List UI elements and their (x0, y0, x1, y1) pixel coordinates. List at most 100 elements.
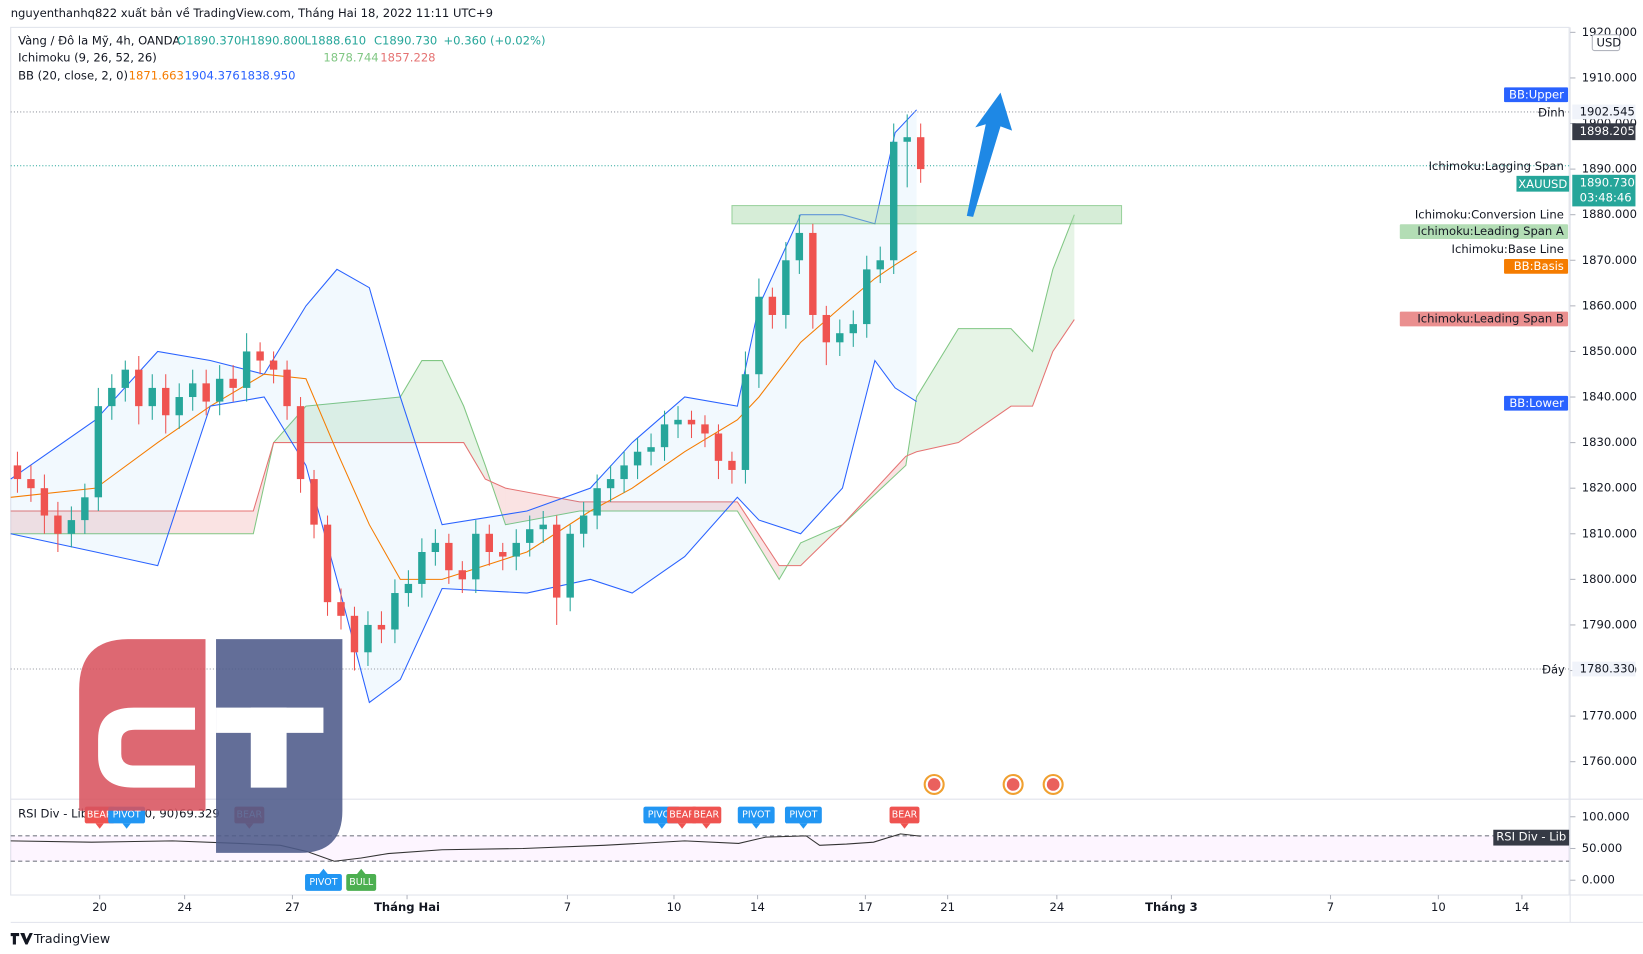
candle-body (916, 137, 925, 170)
y-tick-label: 1890.000 (1582, 162, 1637, 176)
candle-body (445, 542, 453, 571)
candle-body (687, 419, 696, 425)
y-tick-label: 1870.000 (1582, 253, 1637, 267)
signal-pointer (95, 823, 104, 829)
logo-c (98, 707, 195, 788)
price-level-label: 1902.545 (1580, 104, 1635, 118)
x-tick-label: 7 (564, 900, 571, 914)
series-label-box (1504, 395, 1569, 411)
x-tick-label: 7 (1327, 900, 1334, 914)
candle-body (377, 624, 386, 630)
watermark-logo (79, 639, 343, 853)
y-tick-label: 1910.000 (1582, 70, 1637, 84)
rsi-tick-label: 50.000 (1582, 841, 1623, 855)
signal-box (737, 806, 775, 824)
candle-body (728, 460, 736, 470)
candle-body (579, 515, 588, 534)
candle-body (660, 424, 669, 448)
x-tick-label: 17 (858, 900, 873, 914)
rsi-axis-box (1493, 829, 1570, 846)
signal-pointer (900, 823, 909, 829)
symbol-label: XAUUSD (1518, 177, 1567, 191)
currency-box (1591, 34, 1621, 52)
ohlc-value: C1890.730 (374, 34, 437, 48)
signal-pointer (751, 823, 761, 829)
candle-body (539, 524, 547, 530)
event-flag-inner (1046, 778, 1060, 791)
candle-body (27, 479, 35, 489)
candle-body (256, 351, 264, 361)
x-tick-label: 24 (177, 900, 192, 914)
candle-body (620, 465, 628, 480)
countdown: 03:48:46 (1580, 190, 1632, 204)
signal-box (667, 806, 698, 824)
x-tick-label: Tháng Hai (374, 900, 440, 914)
brand: TradingView (10, 931, 110, 946)
candle-body (647, 447, 655, 452)
candle-body (337, 602, 345, 616)
x-tick-label: 14 (1515, 900, 1530, 914)
candle-body (81, 497, 89, 521)
candle-body (296, 406, 305, 480)
price-level-name: Đáy (1542, 663, 1565, 677)
signal-label: BEAR (694, 810, 720, 821)
candle-body (54, 515, 62, 534)
candle-body (202, 383, 210, 402)
candle-body (13, 465, 22, 480)
series-label: Ichimoku:Lagging Span (1429, 159, 1564, 173)
signal-label: BEAR (669, 810, 695, 821)
rsi-tick-label: 0.000 (1582, 873, 1615, 887)
cloud-fill (958, 328, 1011, 443)
series-label: BB:Lower (1509, 396, 1564, 410)
cloud-fill (916, 328, 959, 452)
series-label: BB:Basis (1514, 259, 1564, 273)
signal-pointer (357, 868, 366, 874)
rsi-axis-label: RSI Div - Lib (1496, 830, 1566, 844)
candle-body (849, 324, 857, 334)
candle-body (890, 141, 898, 261)
support-zone (731, 205, 1123, 225)
series-label-box (1504, 259, 1569, 274)
y-tick-label: 1790.000 (1582, 617, 1637, 631)
candle-body (593, 488, 601, 516)
trend-arrow (966, 92, 1013, 217)
candle-body (458, 570, 467, 580)
ohlc-value: +0.360 (+0.02%) (443, 34, 545, 48)
candle-body (701, 424, 709, 434)
candle-body (499, 552, 507, 557)
y-tick-label: 1860.000 (1582, 298, 1637, 312)
series-label: Ichimoku:Leading Span A (1417, 224, 1563, 238)
candle-body (768, 296, 777, 315)
cloud-fill (1011, 328, 1033, 407)
signal-label: PIVOT (648, 810, 676, 821)
indicator-name: Ichimoku (9, 26, 52, 26) (18, 50, 157, 64)
candle-body (795, 232, 804, 261)
cloud-fill (442, 360, 464, 443)
series-label: BB:Upper (1509, 87, 1564, 101)
ohlc-value: O1890.370 (177, 34, 241, 48)
last-price-label: 1890.730 (1580, 176, 1635, 190)
candle-body (755, 296, 763, 375)
signal-box (889, 806, 920, 824)
currency: USD (1596, 36, 1621, 50)
signal-label: PIVOT (742, 810, 770, 821)
series-label: Ichimoku:Base Line (1452, 242, 1564, 256)
signal-label: PIVOT (789, 810, 817, 821)
rsi-title: RSI Div - Lib (18, 806, 88, 820)
candle-body (94, 406, 103, 498)
y-tick-label: 1840.000 (1582, 390, 1637, 404)
candle-body (310, 479, 318, 525)
signal-pointer (677, 823, 687, 829)
candle-body (782, 260, 790, 315)
candle-body (242, 351, 251, 388)
signal-label: PIVOT (113, 810, 141, 821)
candle-body (418, 552, 426, 584)
candle-body (566, 533, 574, 598)
candle-body (391, 593, 399, 630)
candle-body (215, 378, 224, 402)
candle-body (121, 369, 130, 388)
y-tick-label: 1800.000 (1582, 572, 1637, 586)
y-tick-label: 1770.000 (1582, 709, 1637, 723)
candle-body (809, 232, 817, 315)
